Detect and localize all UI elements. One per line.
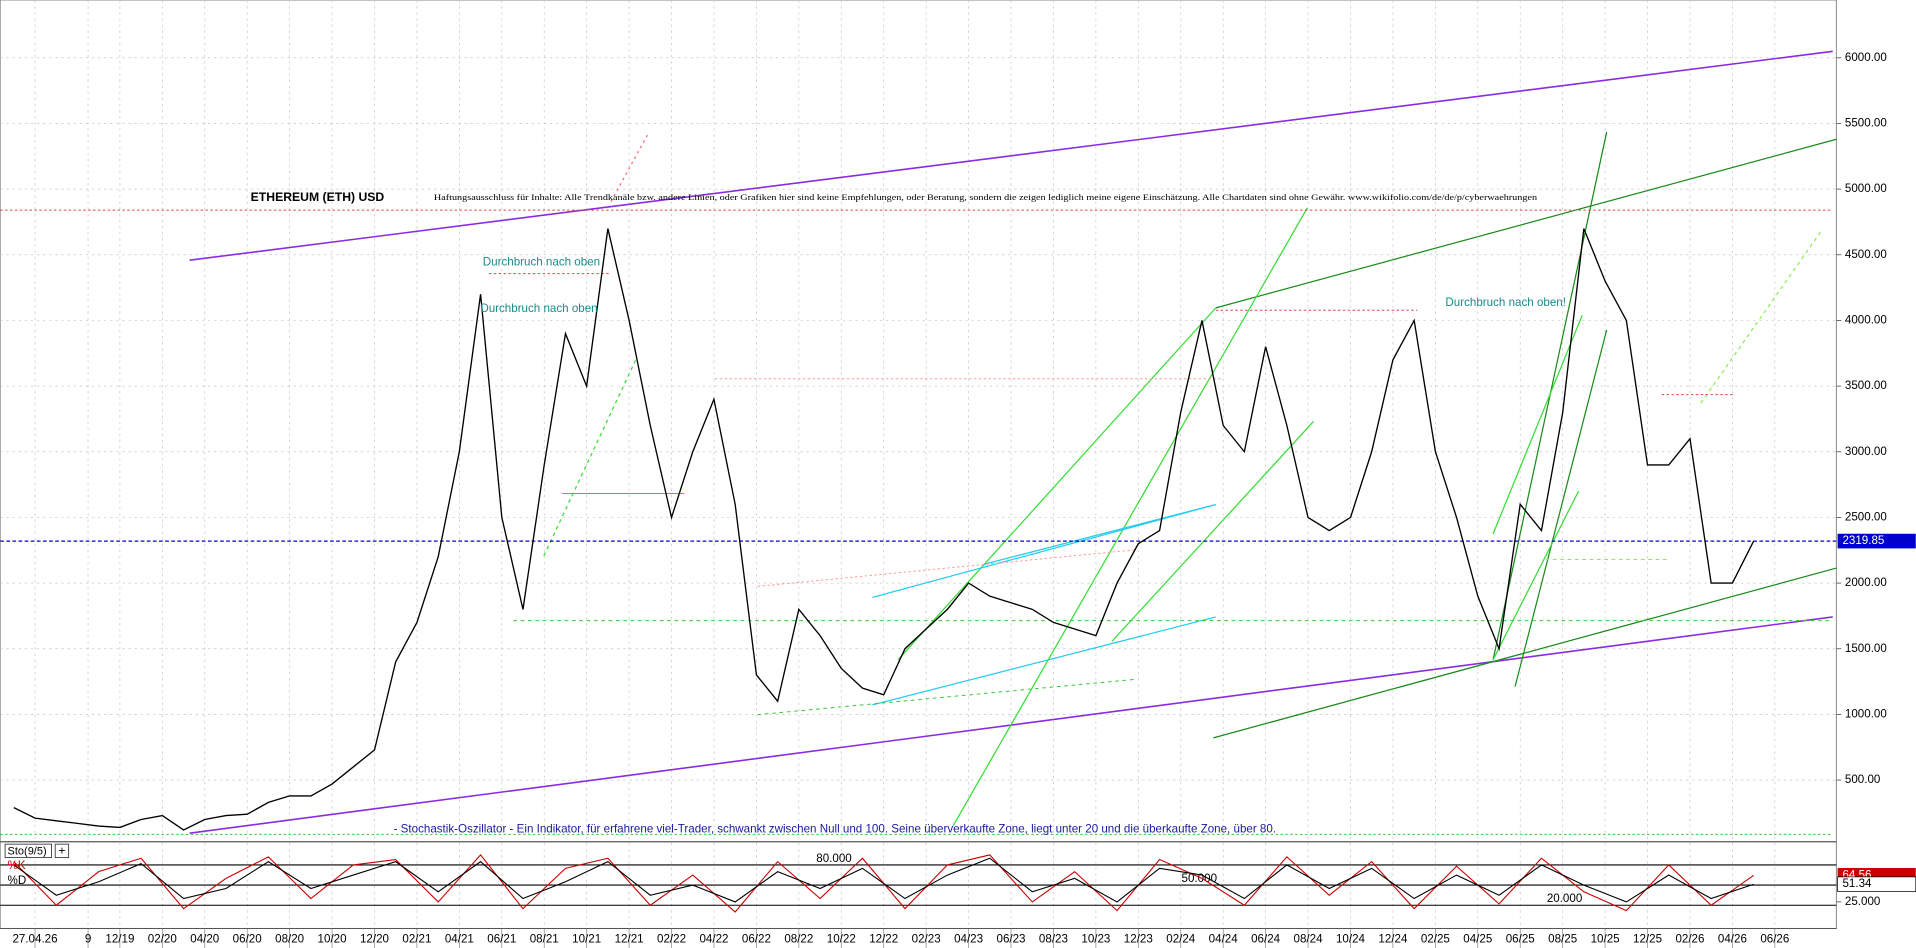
x-tick-label: 06/20 [233,933,262,946]
x-tick-label: 04/25 [1463,933,1492,946]
x-tick-label: 12/19 [105,933,134,946]
x-tick-label: 04/21 [445,933,474,946]
chart-title: ETHEREUM (ETH) USD [251,190,385,204]
x-tick-label: 12/25 [1633,933,1662,946]
y-tick-label: 3500.00 [1845,379,1887,392]
trend-line [610,134,649,202]
indicator-box [4,843,52,859]
x-tick-label: 10/22 [827,933,856,946]
x-tick-label: 9 [85,933,91,946]
price-line [13,228,1755,831]
current-price-tag [1837,533,1916,549]
level-label: 80.000 [816,852,851,865]
x-tick-label: 10/25 [1591,933,1620,946]
y-tick-label: 5000.00 [1845,182,1887,195]
indicator-title: Sto(9/5) [8,845,47,857]
x-tick-label: 12/24 [1378,933,1408,946]
x-tick-label: 02/21 [402,933,431,946]
x-tick-label: 10/20 [318,933,347,946]
x-tick-label: 04/22 [699,933,728,946]
legend-label: %D [8,874,27,887]
x-tick-label: 06/25 [1506,933,1535,946]
y-tick-label: 5500.00 [1845,117,1887,130]
current-price-label: 2319.85 [1842,534,1884,547]
y-tick-label: 500.00 [1845,773,1880,786]
trend-line [952,207,1308,827]
y-tick-label: 25.000 [1845,895,1880,908]
y-tick-label: 4500.00 [1845,248,1887,261]
y-tick-label: 1500.00 [1845,642,1887,655]
x-tick-label: 08/22 [784,933,813,946]
y-tick-label: 3000.00 [1845,445,1887,458]
x-tick-label: 27.04.26 [12,933,57,946]
x-tick-label: 08/25 [1548,933,1577,946]
x-tick-label: 02/26 [1675,933,1704,946]
annotation: Durchbruch nach oben [480,302,597,315]
annotation: Durchbruch nach oben [483,256,600,269]
x-tick-label: 04/23 [954,933,983,946]
x-tick-label: 02/23 [912,933,941,946]
x-tick-label: 02/25 [1421,933,1450,946]
value-tag-label: 51.34 [1842,877,1872,890]
trend-line [1700,231,1821,404]
x-tick-label: 02/24 [1166,933,1196,946]
stoch-line [13,857,1754,903]
trend-line [1215,138,1837,309]
x-tick-label: 06/23 [997,933,1026,946]
trend-line [872,616,1216,706]
trend-line [1111,421,1314,642]
x-tick-label: 08/20 [275,933,304,946]
x-tick-label: 08/23 [1039,933,1068,946]
x-tick-label: 02/20 [148,933,177,946]
plot-frame [0,0,1837,929]
x-tick-label: 12/23 [1124,933,1153,946]
trend-line [983,503,1216,565]
legend-label: %K [8,859,26,872]
level-label: 50.000 [1182,872,1217,885]
x-tick-label: 06/22 [742,933,771,946]
disclaimer: Haftungsausschluss für Inhalte: Alle Tre… [434,192,1538,202]
annotation: Durchbruch nach oben! [1445,296,1566,309]
x-tick-label: 04/24 [1209,933,1239,946]
x-tick-label: 10/24 [1336,933,1366,946]
expand-icon[interactable]: + [58,844,65,858]
x-tick-label: 04/26 [1718,933,1747,946]
x-tick-label: 04/20 [190,933,219,946]
trend-line [872,503,1216,598]
x-tick-label: 06/21 [487,933,516,946]
trend-line [1492,490,1580,660]
trend-line [1213,567,1837,739]
y-tick-label: 4000.00 [1845,314,1887,327]
x-tick-label: 12/22 [869,933,898,946]
x-tick-label: 08/21 [530,933,559,946]
trend-line [1492,314,1583,535]
x-tick-label: 10/23 [1081,933,1110,946]
trend-line [1514,329,1608,687]
x-tick-label: 06/24 [1251,933,1281,946]
y-tick-label: 2500.00 [1845,510,1887,523]
expand-button[interactable] [54,843,70,859]
y-tick-label: 6000.00 [1845,51,1887,64]
x-tick-label: 08/24 [1294,933,1324,946]
y-tick-label: 1000.00 [1845,707,1887,720]
x-tick-label: 10/21 [572,933,601,946]
x-tick-label: 06/26 [1760,933,1789,946]
trend-line [897,307,1217,661]
x-tick-label: 02/22 [657,933,686,946]
trend-line [189,50,1833,261]
y-tick-label: 2000.00 [1845,576,1887,589]
level-label: 20.000 [1547,892,1582,905]
annotation: - Stochastik-Oszillator - Ein Indikator,… [394,823,1276,836]
x-tick-label: 12/20 [360,933,389,946]
x-tick-label: 12/21 [615,933,644,946]
level-line [757,678,1137,716]
